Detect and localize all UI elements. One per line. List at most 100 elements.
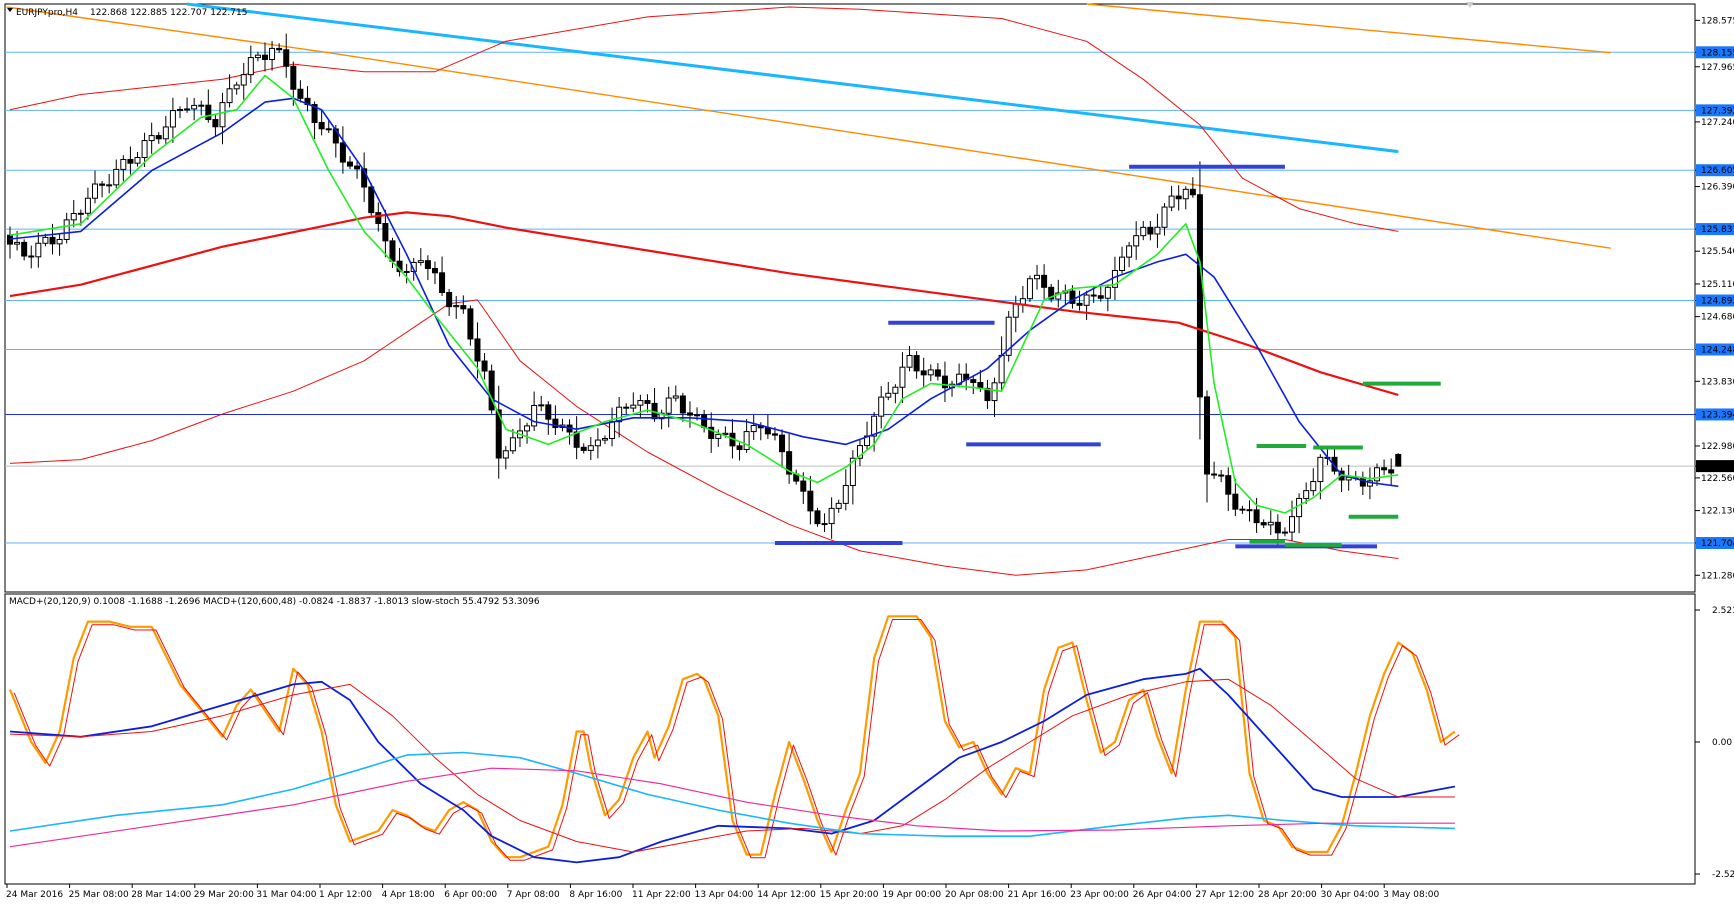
macd_slow-line: [9, 751, 1455, 838]
candle-body: [106, 184, 113, 187]
candle-body: [1296, 497, 1303, 518]
candle-body: [290, 65, 297, 90]
candle-body: [325, 128, 332, 131]
candle-body: [240, 74, 247, 86]
candle-body: [601, 438, 608, 441]
candle-body: [644, 400, 651, 404]
candle-body: [1374, 467, 1381, 482]
current-price-badge: [1696, 460, 1734, 473]
candle-body: [488, 370, 495, 411]
candle-body: [120, 158, 127, 170]
candle-body: [261, 54, 268, 61]
candle-body: [616, 406, 623, 423]
candle-body: [991, 382, 998, 402]
candle-body: [1310, 481, 1317, 492]
candle-body: [283, 49, 290, 67]
ma-long-line: [9, 211, 1399, 397]
candle-body: [701, 414, 708, 428]
candle-body: [56, 238, 63, 245]
time-tick-label: 4 Apr 18:00: [382, 890, 435, 900]
candle-body: [736, 445, 743, 450]
time-tick-label: 11 Apr 22:00: [632, 890, 691, 900]
chart-shift-icon[interactable]: [1466, 2, 1474, 10]
candle-body: [1381, 467, 1388, 471]
time-tick-label: 29 Mar 20:00: [194, 890, 254, 900]
indicator-tick-label: -2.5211: [1712, 870, 1734, 880]
candle-body: [191, 104, 198, 110]
trendlines: [6, 2, 1611, 249]
candle-body: [1289, 516, 1296, 533]
price-level-badge: [1696, 343, 1734, 356]
candle-body: [722, 432, 729, 435]
price-tick-label: 122.715: [1701, 462, 1734, 472]
candle-body: [453, 305, 460, 308]
indicator-axis: 2.5211 0.00 -2.5211: [1695, 606, 1734, 880]
candle-body: [552, 418, 559, 429]
candle-body: [771, 433, 778, 436]
macd_slow_signal-line: [9, 767, 1455, 848]
candle-body: [1012, 303, 1019, 318]
price-tick-label: 128.575: [1701, 16, 1734, 26]
price-tick-label: 121.704: [1701, 539, 1734, 549]
candle-body: [686, 412, 693, 416]
candle-body: [1267, 521, 1274, 526]
macd_fast-line: [9, 667, 1456, 864]
time-axis: 24 Mar 2016 25 Mar 08:00 28 Mar 14:00 29 Ma…: [6, 884, 1439, 900]
candle-body: [679, 395, 686, 414]
candle-body: [205, 104, 212, 121]
candle-body: [28, 255, 35, 258]
candle-body: [403, 271, 410, 274]
candle-body: [410, 261, 417, 273]
candle-body: [84, 197, 91, 214]
candle-body: [1069, 290, 1076, 304]
price-tick-label: 127.392: [1701, 106, 1734, 116]
candle-body: [368, 186, 375, 214]
time-tick-label: 25 Mar 08:00: [69, 890, 129, 900]
candle-body: [1260, 522, 1267, 526]
time-tick-label: 26 Apr 04:00: [1133, 890, 1192, 900]
time-tick-label: 3 May 08:00: [1383, 890, 1439, 900]
envelope-upper: [9, 6, 1399, 232]
candle-body: [21, 241, 28, 257]
time-tick-label: 6 Apr 00:00: [444, 890, 497, 900]
candle-body: [1388, 469, 1395, 474]
candle-body: [573, 431, 580, 448]
candle-body: [99, 183, 106, 186]
candle-body: [1189, 188, 1196, 196]
candle-body: [509, 437, 516, 452]
time-tick-label: 13 Apr 04:00: [695, 890, 754, 900]
candle-body: [354, 165, 361, 170]
price-tick-label: 127.240: [1701, 118, 1734, 128]
candle-body: [828, 507, 835, 525]
candle-body: [1090, 294, 1097, 297]
candle-body: [1317, 456, 1324, 483]
price-tick-label: 124.892: [1701, 297, 1734, 307]
candle-body: [1211, 473, 1218, 476]
candle-body: [14, 241, 21, 245]
candle-body: [226, 88, 233, 104]
candle-body: [1119, 256, 1126, 271]
candle-body: [382, 222, 389, 242]
candle-body: [538, 404, 545, 407]
candle-body: [77, 212, 84, 215]
price-tick-label: 124.680: [1701, 313, 1734, 323]
candle-body: [1182, 188, 1189, 200]
candle-body: [424, 260, 431, 270]
candle-body: [1331, 456, 1338, 472]
candle-body: [545, 404, 552, 420]
candle-body: [941, 375, 948, 389]
candle-body: [439, 272, 446, 293]
symbol-dropdown-icon[interactable]: [7, 8, 13, 12]
candle-body: [276, 47, 283, 51]
price-tick-label: 124.248: [1701, 345, 1734, 355]
trendline-orange-upper: [1086, 3, 1611, 54]
price-panel-frame: [4, 3, 1696, 593]
slow-stoch-signal-line: [13, 619, 1460, 861]
candle-body: [1395, 453, 1402, 467]
candle-body: [750, 425, 757, 433]
candle-body: [1218, 474, 1225, 477]
price-tick-label: 127.965: [1701, 63, 1734, 73]
candle-body: [297, 88, 304, 99]
candle-body: [630, 404, 637, 409]
